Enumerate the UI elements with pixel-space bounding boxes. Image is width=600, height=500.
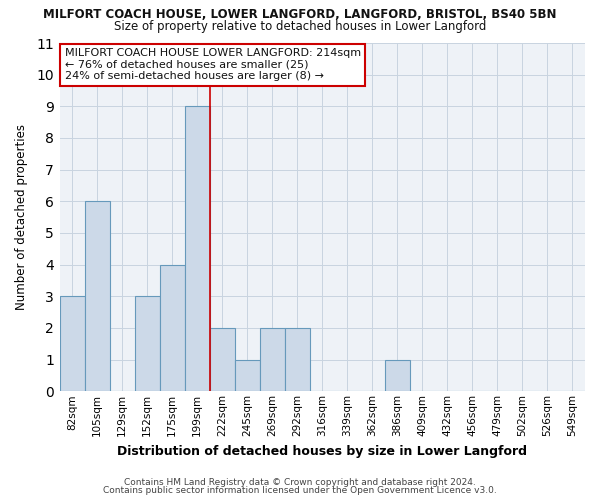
Bar xyxy=(285,328,310,392)
Text: Contains public sector information licensed under the Open Government Licence v3: Contains public sector information licen… xyxy=(103,486,497,495)
Text: Contains HM Land Registry data © Crown copyright and database right 2024.: Contains HM Land Registry data © Crown c… xyxy=(124,478,476,487)
Bar xyxy=(160,264,185,392)
X-axis label: Distribution of detached houses by size in Lower Langford: Distribution of detached houses by size … xyxy=(118,444,527,458)
Text: Size of property relative to detached houses in Lower Langford: Size of property relative to detached ho… xyxy=(114,20,486,33)
Text: MILFORT COACH HOUSE, LOWER LANGFORD, LANGFORD, BRISTOL, BS40 5BN: MILFORT COACH HOUSE, LOWER LANGFORD, LAN… xyxy=(43,8,557,20)
Bar xyxy=(210,328,235,392)
Y-axis label: Number of detached properties: Number of detached properties xyxy=(15,124,28,310)
Bar xyxy=(260,328,285,392)
Bar xyxy=(385,360,410,392)
Bar xyxy=(134,296,160,392)
Bar xyxy=(85,202,110,392)
Bar xyxy=(185,106,210,392)
Bar xyxy=(59,296,85,392)
Bar xyxy=(235,360,260,392)
Text: MILFORT COACH HOUSE LOWER LANGFORD: 214sqm
← 76% of detached houses are smaller : MILFORT COACH HOUSE LOWER LANGFORD: 214s… xyxy=(65,48,361,82)
